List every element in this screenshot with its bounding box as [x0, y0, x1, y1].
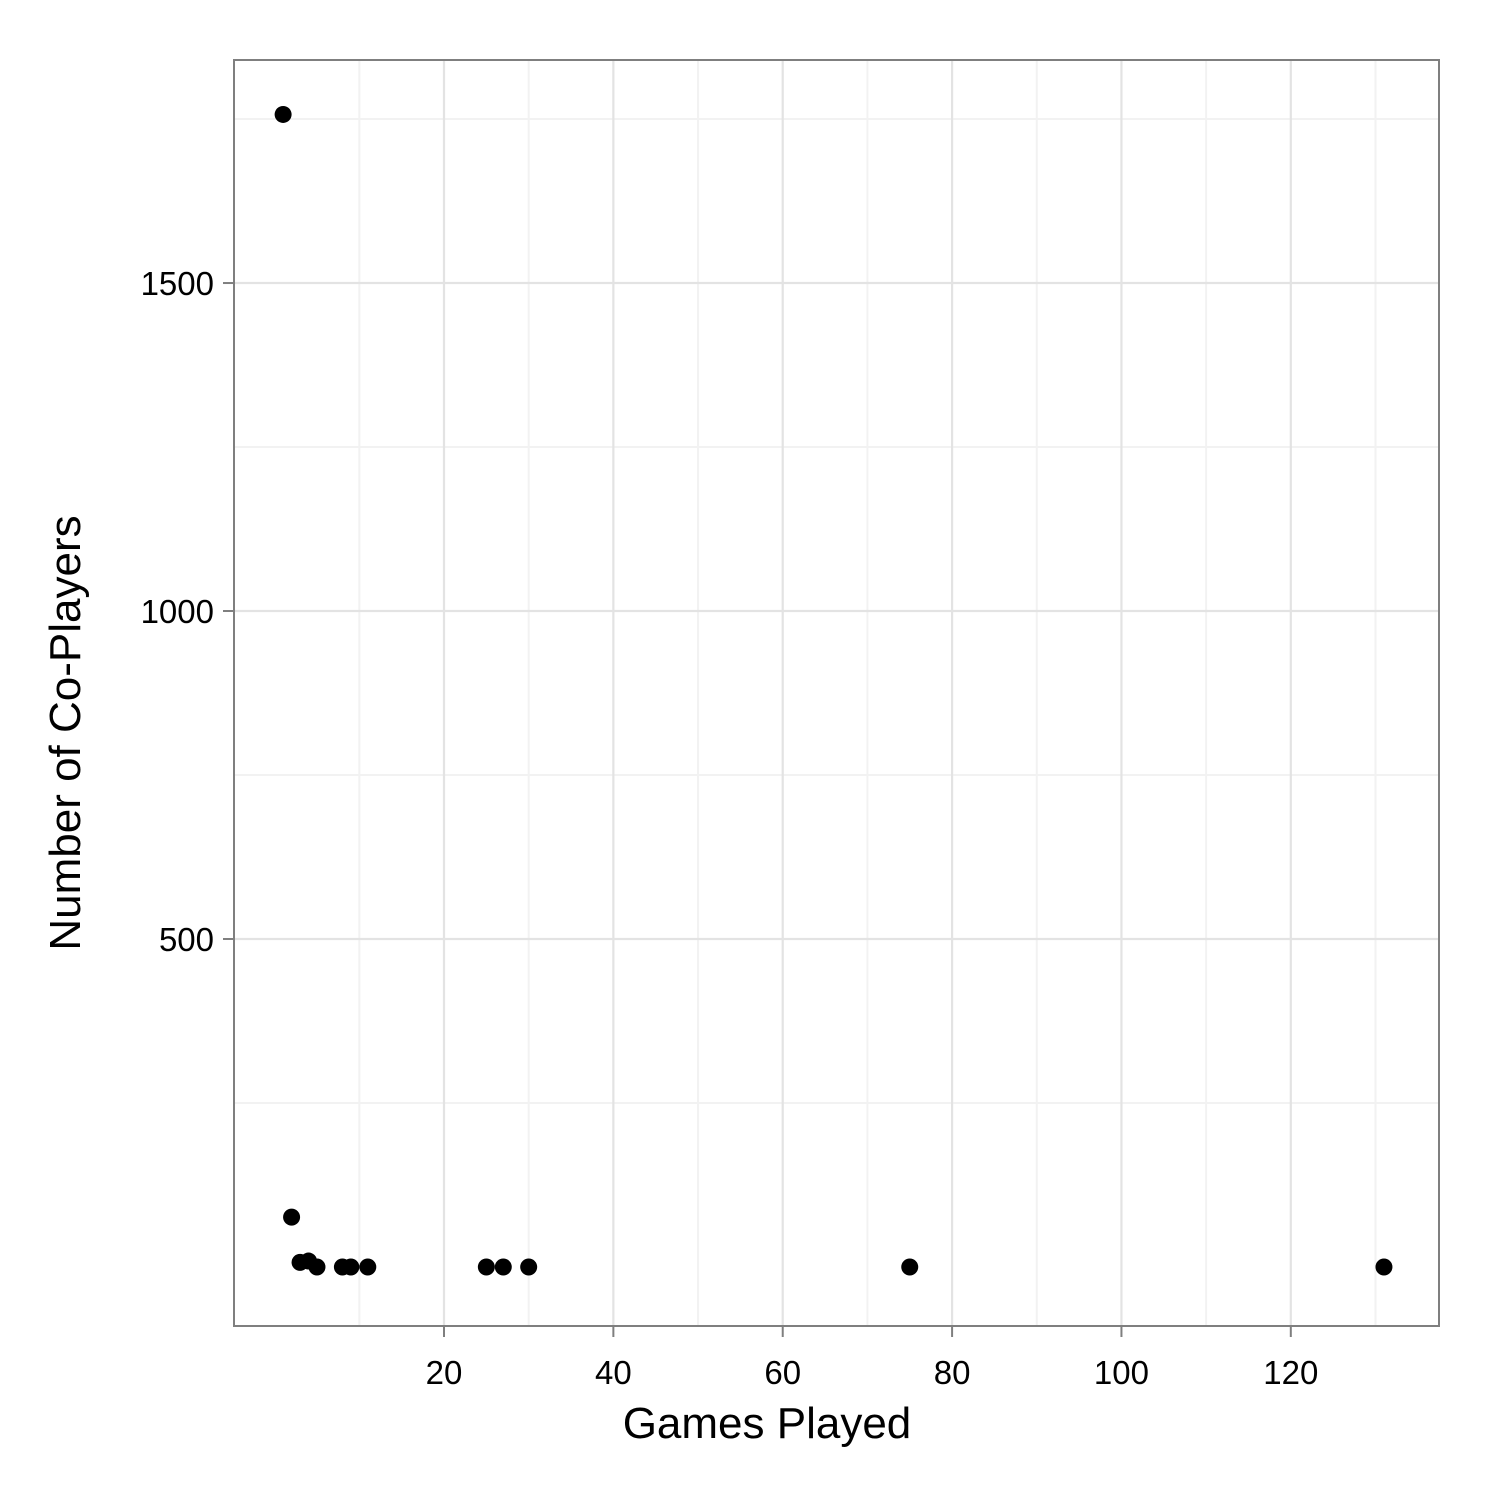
- x-axis-title: Games Played: [623, 1399, 912, 1448]
- x-tick-label: 40: [595, 1354, 632, 1391]
- y-axis: 500 1000 1500: [141, 265, 234, 958]
- data-point: [1375, 1258, 1393, 1276]
- minor-gridlines: [234, 60, 1439, 1326]
- y-tick-label: 500: [159, 921, 214, 958]
- data-point: [342, 1258, 360, 1276]
- data-point: [494, 1258, 512, 1276]
- data-point: [359, 1258, 377, 1276]
- data-point: [520, 1258, 538, 1276]
- data-point: [477, 1258, 495, 1276]
- data-point: [901, 1258, 919, 1276]
- x-tick-label: 100: [1094, 1354, 1149, 1391]
- x-tick-label: 120: [1263, 1354, 1318, 1391]
- data-points: [274, 105, 1393, 1276]
- data-point: [308, 1258, 326, 1276]
- x-tick-label: 80: [934, 1354, 971, 1391]
- y-tick-label: 1500: [141, 265, 214, 302]
- x-tick-label: 20: [426, 1354, 463, 1391]
- plot-border: [233, 59, 1440, 1327]
- major-gridlines: [234, 60, 1439, 1326]
- y-tick-label: 1000: [141, 593, 214, 630]
- x-tick-label: 60: [764, 1354, 801, 1391]
- data-point: [274, 105, 292, 123]
- x-axis: 20 40 60 80 100 120: [426, 1326, 1318, 1391]
- y-axis-title: Number of Co-Players: [41, 515, 90, 950]
- data-point: [283, 1208, 301, 1226]
- plot-background: [234, 60, 1439, 1326]
